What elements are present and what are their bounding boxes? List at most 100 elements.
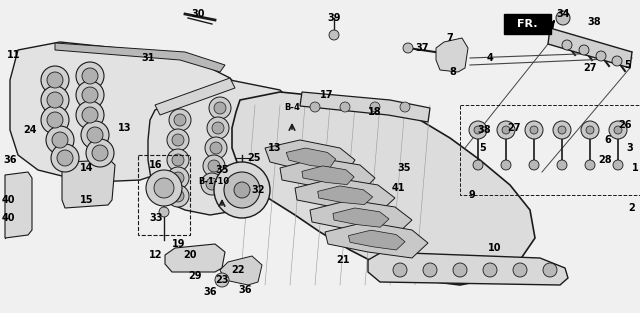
Circle shape <box>214 102 226 114</box>
Circle shape <box>370 102 380 112</box>
Circle shape <box>41 86 69 114</box>
Text: 38: 38 <box>477 125 491 135</box>
Text: 36: 36 <box>238 285 252 295</box>
Text: 21: 21 <box>336 255 349 265</box>
Polygon shape <box>155 78 235 115</box>
Text: 35: 35 <box>397 163 411 173</box>
Circle shape <box>400 102 410 112</box>
Circle shape <box>167 167 189 189</box>
Polygon shape <box>5 172 32 238</box>
Text: 6: 6 <box>605 135 611 145</box>
Circle shape <box>562 40 572 50</box>
Circle shape <box>214 162 270 218</box>
Circle shape <box>609 121 627 139</box>
Circle shape <box>586 126 594 134</box>
Circle shape <box>497 121 515 139</box>
Circle shape <box>47 72 63 88</box>
Circle shape <box>530 126 538 134</box>
Circle shape <box>167 149 189 171</box>
Circle shape <box>403 43 413 53</box>
Circle shape <box>525 121 543 139</box>
Text: 37: 37 <box>415 43 429 53</box>
Circle shape <box>473 160 483 170</box>
Circle shape <box>86 139 114 167</box>
Circle shape <box>46 126 74 154</box>
Circle shape <box>340 102 350 112</box>
Polygon shape <box>280 158 375 192</box>
Circle shape <box>172 154 184 166</box>
Text: 9: 9 <box>468 190 476 200</box>
Text: 11: 11 <box>7 50 20 60</box>
Circle shape <box>57 150 73 166</box>
FancyBboxPatch shape <box>504 14 551 34</box>
Circle shape <box>483 263 497 277</box>
Circle shape <box>453 263 467 277</box>
Text: 15: 15 <box>80 195 93 205</box>
Polygon shape <box>295 178 395 212</box>
Text: 40: 40 <box>1 195 15 205</box>
Circle shape <box>556 11 570 25</box>
Text: 29: 29 <box>188 271 202 281</box>
Circle shape <box>82 107 98 123</box>
Circle shape <box>47 112 63 128</box>
Circle shape <box>203 155 225 177</box>
Circle shape <box>212 122 224 134</box>
Text: 24: 24 <box>23 125 36 135</box>
Text: 12: 12 <box>149 250 163 260</box>
Text: 5: 5 <box>479 143 486 153</box>
Circle shape <box>210 142 222 154</box>
Text: 16: 16 <box>149 160 163 170</box>
Text: 8: 8 <box>449 67 456 77</box>
Circle shape <box>167 129 189 151</box>
Circle shape <box>553 121 571 139</box>
Text: 7: 7 <box>447 33 453 43</box>
Circle shape <box>393 263 407 277</box>
Circle shape <box>329 30 339 40</box>
Circle shape <box>167 185 189 207</box>
Text: 27: 27 <box>508 123 521 133</box>
Circle shape <box>76 81 104 109</box>
Text: 10: 10 <box>488 243 502 253</box>
Text: 36: 36 <box>204 287 217 297</box>
Text: 31: 31 <box>141 53 155 63</box>
Circle shape <box>51 144 79 172</box>
Text: 30: 30 <box>191 9 205 19</box>
Circle shape <box>82 87 98 103</box>
Text: 19: 19 <box>172 239 186 249</box>
Circle shape <box>154 178 174 198</box>
Circle shape <box>169 109 191 131</box>
Text: 35: 35 <box>215 165 228 175</box>
Text: 38: 38 <box>587 17 601 27</box>
Circle shape <box>81 121 109 149</box>
Polygon shape <box>148 80 295 215</box>
Text: 26: 26 <box>618 120 632 130</box>
Circle shape <box>513 263 527 277</box>
Text: 41: 41 <box>391 183 404 193</box>
Circle shape <box>614 126 622 134</box>
Text: 14: 14 <box>80 163 93 173</box>
Circle shape <box>41 66 69 94</box>
Polygon shape <box>302 166 354 185</box>
Circle shape <box>234 182 250 198</box>
Circle shape <box>172 134 184 146</box>
Polygon shape <box>548 28 632 68</box>
Circle shape <box>174 114 186 126</box>
Text: 25: 25 <box>247 153 260 163</box>
Circle shape <box>207 117 229 139</box>
Circle shape <box>543 263 557 277</box>
Text: 32: 32 <box>252 185 265 195</box>
Circle shape <box>423 263 437 277</box>
Text: 40: 40 <box>1 213 15 223</box>
Circle shape <box>172 190 184 202</box>
Circle shape <box>501 160 511 170</box>
Text: 22: 22 <box>231 265 244 275</box>
Circle shape <box>209 97 231 119</box>
Circle shape <box>558 126 566 134</box>
Circle shape <box>224 172 260 208</box>
Text: 34: 34 <box>556 9 570 19</box>
Circle shape <box>612 56 622 66</box>
Text: 33: 33 <box>149 213 163 223</box>
Circle shape <box>581 121 599 139</box>
Polygon shape <box>368 252 568 285</box>
Polygon shape <box>165 244 225 272</box>
